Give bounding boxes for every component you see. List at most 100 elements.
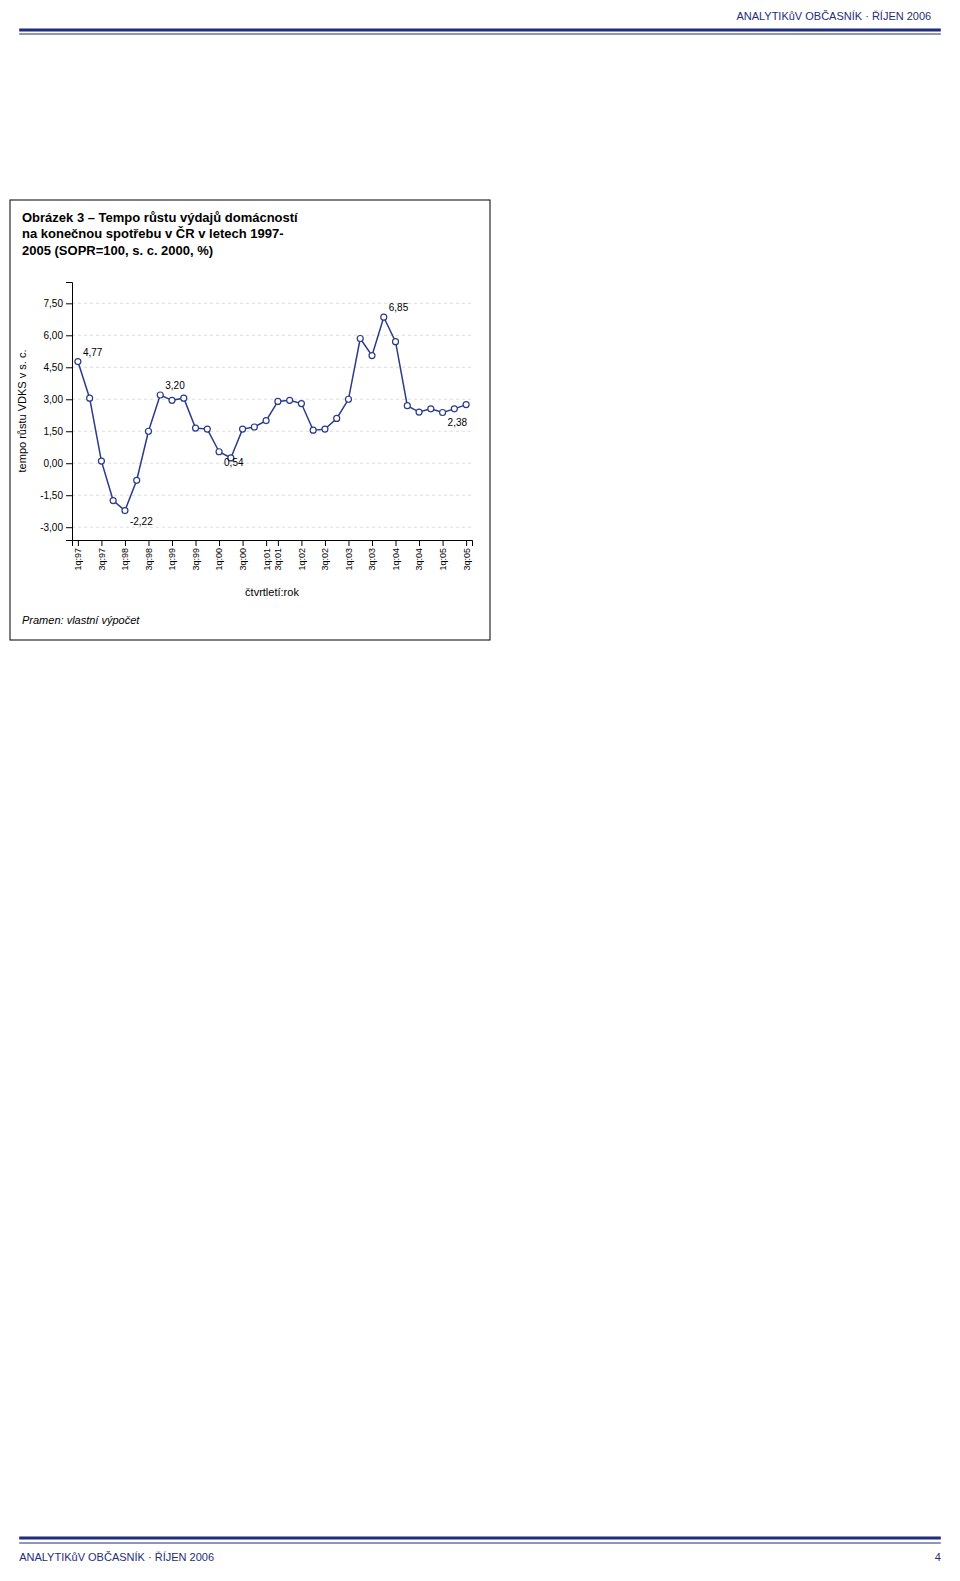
chart-title: Obrázek 3 – Tempo růstu výdajů domácnost… [22,210,298,258]
x-tick-mark [243,540,244,546]
data-point [251,424,257,430]
x-tick-mark [396,540,397,546]
x-tick-label: 3q:02 [320,548,330,571]
x-tick-label: 3q:00 [238,548,248,571]
annotation: 6,85 [389,302,409,313]
y-tick-label: 4,50 [44,362,64,373]
y-tick: 1,50 [44,426,72,437]
data-point [169,397,175,403]
data-point [110,498,116,504]
grid [72,303,472,527]
data-point [134,477,140,483]
x-axis-line [73,541,473,547]
header-rule [19,29,941,32]
x-tick-label: 1q:98 [120,548,130,571]
x-tick-label: 3q:01 [273,548,283,571]
grid-line [72,463,472,464]
data-point [310,427,316,433]
x-tick-mark [101,540,102,546]
data-point [122,508,128,514]
y-tick-mark [66,463,72,464]
data-point [263,418,269,424]
grid-line [72,367,472,368]
y-tick-label: 3,00 [44,394,64,405]
data-point [428,406,434,412]
x-tick-mark [372,540,373,546]
x-tick-label: 3q:99 [191,548,201,571]
annotation: 3,20 [165,380,185,391]
x-tick: 1q:05 [438,540,448,571]
x-tick: 1q:01 [261,540,271,571]
y-tick: 7,50 [44,298,72,309]
y-tick-mark [66,527,72,528]
x-tick: 3q:02 [320,540,330,571]
data-point [345,396,351,402]
y-tick-label: -1,50 [40,490,63,501]
x-tick-label: 3q:97 [97,548,107,571]
annotation: 2,38 [448,417,468,428]
x-tick-mark [78,540,79,546]
data-point [440,409,446,415]
y-tick: 3,00 [44,394,72,405]
chart-frame [10,200,490,640]
data-point [357,336,363,342]
data-point [145,428,151,434]
x-tick: 3q:03 [367,540,377,571]
grid-line [72,335,472,336]
source-note: Pramen: vlastní výpočet [22,614,140,626]
x-tick: 1q:04 [391,540,401,571]
page-number: 4 [935,1551,941,1563]
data-point [298,401,304,407]
x-tick-label: 1q:02 [297,548,307,571]
x-tick: 3q:98 [144,540,154,571]
x-tick-mark [419,540,420,546]
x-tick: 1q:02 [297,540,307,571]
y-axis-title: tempo růstu VDKS v s. c. [16,350,28,473]
x-axis-title: čtvrtletí:rok [245,586,299,598]
page-footer: ANALYTIKůV OBČASNÍK · ŘÍJEN 2006 [19,1551,214,1563]
x-tick-label: 3q:04 [414,548,424,571]
y-tick: -3,00 [40,522,72,533]
y-tick: 4,50 [44,362,72,373]
data-point [157,392,163,398]
data-point [322,426,328,432]
x-tick-mark [278,540,279,546]
y-tick-mark [66,495,72,496]
chart-title-line: 2005 (SOPR=100, s. c. 2000, %) [22,243,213,258]
x-axis: 1q:973q:971q:983q:981q:993q:991q:003q:00… [73,540,473,571]
x-tick-label: 1q:03 [344,548,354,571]
y-tick-mark [66,367,72,368]
x-tick-mark [301,540,302,546]
page-header: ANALYTIKůV OBČASNÍK · ŘÍJEN 2006 [736,10,931,22]
x-tick-mark [125,540,126,546]
data-point [287,397,293,403]
y-tick-label: -3,00 [40,522,63,533]
x-tick: 1q:97 [73,540,83,571]
y-tick: 0,00 [44,458,72,469]
y-tick: 6,00 [44,330,72,341]
y-tick-label: 0,00 [44,458,64,469]
x-tick-label: 1q:05 [438,548,448,571]
x-tick: 1q:98 [120,540,130,571]
x-tick: 1q:03 [344,540,354,571]
x-tick-label: 3q:05 [461,548,471,571]
y-tick-mark [66,399,72,400]
data-point [463,402,469,408]
x-tick: 3q:05 [461,540,471,571]
x-tick-mark [196,540,197,546]
x-tick: 3q:01 [273,540,283,571]
y-tick: -1,50 [40,490,72,501]
data-line [78,317,466,510]
x-tick-mark [466,540,467,546]
grid-line [72,495,472,496]
x-tick-label: 1q:04 [391,548,401,571]
x-tick-mark [148,540,149,546]
data-point [381,314,387,320]
y-tick-label: 1,50 [44,426,64,437]
annotations: 4,773,20-2,220,546,852,38 [83,302,468,526]
data-point [204,426,210,432]
x-tick-mark [348,540,349,546]
annotation: 4,77 [83,347,103,358]
data-point [369,353,375,359]
grid-line [72,303,472,304]
